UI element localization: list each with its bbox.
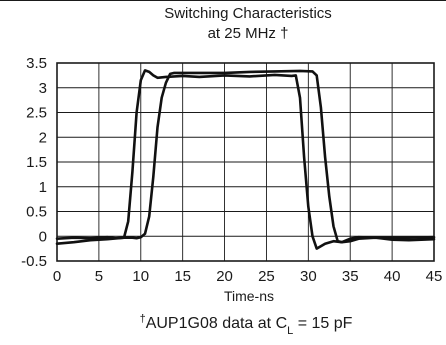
x-tick-label: 0 <box>53 268 61 285</box>
x-tick-label: 20 <box>216 268 233 285</box>
plot-frame <box>56 62 435 262</box>
chart-subtitle: at 25 MHz † <box>208 25 289 42</box>
x-tick-label: 35 <box>342 268 359 285</box>
series-line-2 <box>55 69 436 245</box>
footnote-subscript: L <box>287 325 293 337</box>
y-tick-label: 3 <box>39 80 47 97</box>
x-tick-label: 10 <box>132 268 149 285</box>
y-tick-labels: 3.5 3 2.5 2 1.5 1 0.5 0 -0.5 <box>21 55 47 270</box>
y-tick-label: 0 <box>39 228 47 245</box>
footnote-dagger: † <box>140 313 146 325</box>
x-tick-label: 30 <box>300 268 317 285</box>
x-tick-label: 45 <box>426 268 443 285</box>
x-tick-label: 40 <box>384 268 401 285</box>
y-tick-label: 1.5 <box>26 154 47 171</box>
x-tick-labels: 0 5 10 15 20 25 30 35 40 45 <box>53 268 443 285</box>
y-tick-label: 2 <box>39 129 47 146</box>
x-tick-label: 25 <box>258 268 275 285</box>
y-tick-label: -0.5 <box>21 253 47 270</box>
grid-lines <box>57 63 434 261</box>
x-axis-label: Time-ns <box>224 288 274 304</box>
footnote-text: AUP1G08 data at C <box>146 315 287 332</box>
y-tick-label: 2.5 <box>26 105 47 122</box>
footnote: †AUP1G08 data at CL = 15 pF <box>140 313 353 337</box>
x-tick-label: 5 <box>95 268 103 285</box>
series-layer <box>55 69 436 250</box>
series-line-1 <box>55 69 436 250</box>
footnote-text-end: = 15 pF <box>293 315 352 332</box>
chart-title: Switching Characteristics <box>164 5 332 22</box>
x-tick-label: 15 <box>174 268 191 285</box>
y-tick-label: 0.5 <box>26 204 47 221</box>
y-tick-label: 3.5 <box>26 55 47 72</box>
y-tick-label: 1 <box>39 179 47 196</box>
